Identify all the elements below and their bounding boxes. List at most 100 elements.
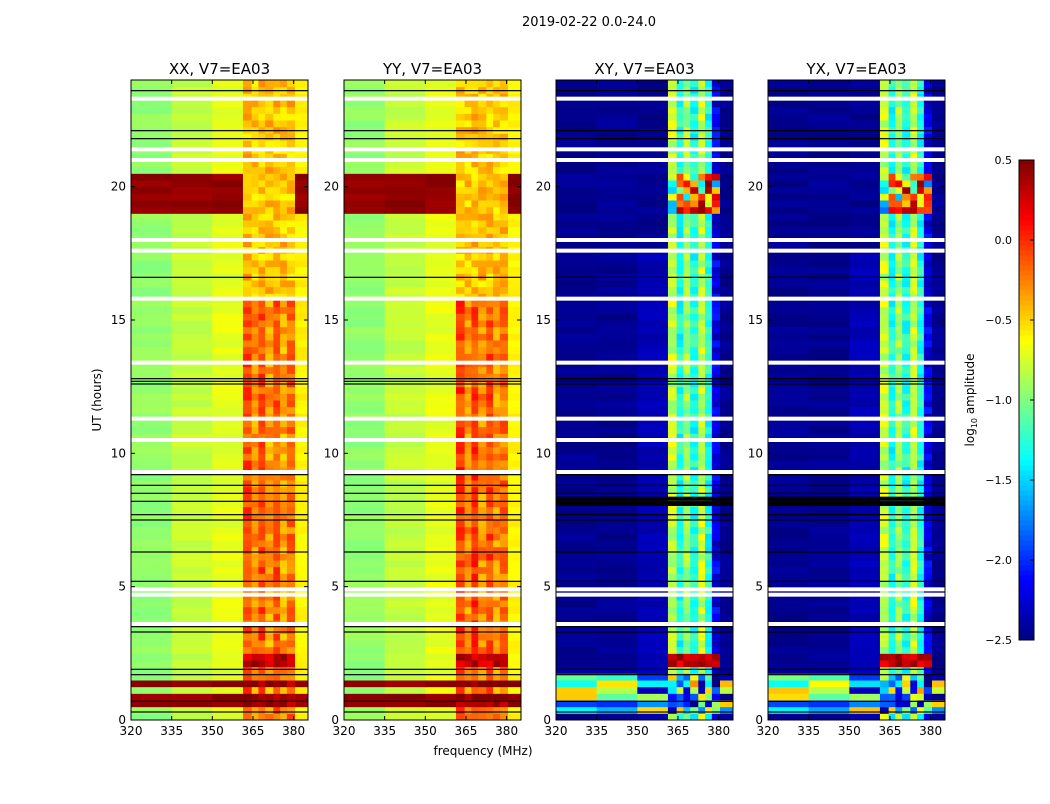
heatmap-cell [931,393,946,401]
heatmap-cell [251,80,259,88]
heatmap-cell [719,333,734,341]
heatmap-cell [493,186,501,194]
heatmap-cell [808,206,850,214]
heatmap-cell [667,393,678,401]
heatmap-cell [344,220,386,228]
colorbar: 0.50.0−0.5−1.0−1.5−2.0−2.5 [985,154,1035,647]
heatmap-cell [455,346,466,354]
heatmap-cell [242,220,253,228]
heatmap-cell [910,153,918,161]
heatmap-cell [273,446,281,454]
x-tick-label: 320 [545,724,568,738]
heatmap-cell [294,593,309,601]
heatmap-cell [895,186,903,194]
heatmap-cell [917,706,925,714]
heatmap-cell [917,693,925,701]
heatmap-cell [556,306,598,314]
heatmap-cell [478,533,487,541]
heatmap-cell [690,433,699,441]
heatmap-cell [879,366,890,374]
heatmap-cell [698,706,706,714]
heatmap-cell [464,373,472,381]
heatmap-cell [265,406,274,414]
heatmap-cell [923,673,933,681]
heatmap-cell [499,173,509,181]
heatmap-cell [768,660,810,668]
heatmap-cell [425,493,457,501]
heatmap-cell [131,420,173,428]
heatmap-cell [683,693,691,701]
heatmap-cell [212,240,244,248]
heatmap-cell [768,593,810,601]
heatmap-cell [131,613,173,621]
heatmap-cell [265,160,274,168]
heatmap-cell [849,713,881,721]
gap-line [131,138,308,140]
heatmap-cell [280,513,288,521]
gap-line [768,383,945,385]
heatmap-cell [711,673,721,681]
heatmap-cell [242,606,253,614]
heatmap-cell [286,560,296,568]
heatmap-cell [910,313,918,321]
heatmap-cell [464,606,472,614]
heatmap-cell [931,460,946,468]
heatmap-cell [711,446,721,454]
heatmap-cell [344,100,386,108]
heatmap-cell [258,160,266,168]
heatmap-cell [895,533,903,541]
heatmap-cell [212,460,244,468]
heatmap-cell [768,193,810,201]
heatmap-cell [493,566,501,574]
heatmap-cell [280,106,288,114]
heatmap-cell [471,313,479,321]
heatmap-cell [556,426,598,434]
heatmap-cell [596,560,638,568]
heatmap-cell [931,133,946,141]
heatmap-cell [849,106,881,114]
heatmap-cell [464,680,472,688]
heatmap-cell [171,560,213,568]
heatmap-cell [212,686,244,694]
heatmap-cell [493,546,501,554]
heatmap-cell [637,553,669,561]
heatmap-cell [471,693,479,701]
heatmap-cell [251,546,259,554]
heatmap-cell [384,526,426,534]
colorbar-segment [1019,250,1034,256]
heatmap-cell [265,100,274,108]
heatmap-cell [888,200,896,208]
heatmap-cell [273,713,281,721]
flagged-row [131,158,308,162]
heatmap-cell [507,100,522,108]
heatmap-cell [384,600,426,608]
colorbar-segment [1019,585,1034,591]
gap-line [344,90,521,92]
heatmap-cell [242,366,253,374]
heatmap-cell [464,480,472,488]
heatmap-cell [808,173,850,181]
heatmap-cell [879,140,890,148]
heatmap-cell [478,200,487,208]
heatmap-cell [493,153,501,161]
heatmap-cell [667,166,678,174]
y-tick-label: 5 [543,580,551,594]
heatmap-cell [507,626,522,634]
gap-line [556,674,733,676]
flagged-row [768,592,945,597]
heatmap-cell [902,566,911,574]
heatmap-cell [923,386,933,394]
heatmap-cell [556,700,598,708]
heatmap-cell [917,526,925,534]
heatmap-cell [251,493,259,501]
heatmap-cell [478,520,487,528]
heatmap-cell [425,633,457,641]
heatmap-cell [507,500,522,508]
heatmap-cell [478,240,487,248]
heatmap-cell [486,580,494,588]
heatmap-cell [667,533,678,541]
heatmap-cell [690,353,699,361]
heatmap-cell [171,353,213,361]
heatmap-cell [464,280,472,288]
heatmap-cell [242,266,253,274]
